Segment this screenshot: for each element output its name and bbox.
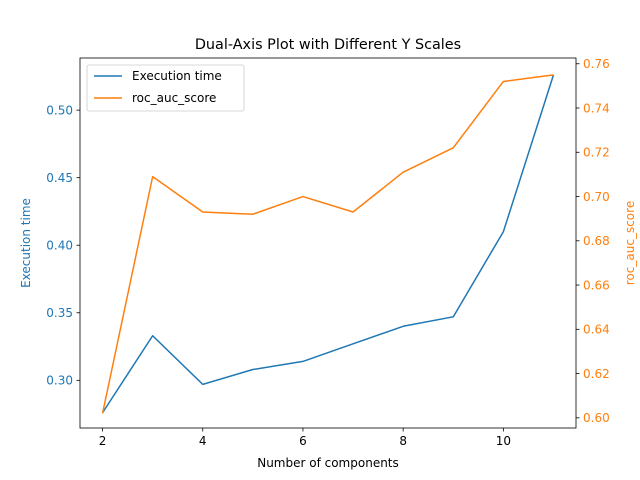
- series-line-roc-auc-score: [101, 74, 554, 414]
- x-tick-label-8: 8: [399, 434, 407, 448]
- legend-box: [86, 64, 245, 112]
- right-tick-label-0-62: 0.62: [583, 367, 610, 381]
- x-axis-label: Number of components: [257, 456, 399, 470]
- right-axis-label: roc_auc_score: [623, 201, 637, 285]
- plot-frame: [79, 57, 577, 429]
- right-tick-label-0-74: 0.74: [583, 101, 610, 115]
- right-tick-label-0-64: 0.64: [583, 323, 610, 337]
- left-tick-label-0-35: 0.35: [46, 306, 73, 320]
- chart-title: Dual-Axis Plot with Different Y Scales: [195, 37, 461, 53]
- legend-label-execution-time: Execution time: [132, 69, 222, 83]
- right-tick-label-0-60: 0.60: [583, 411, 610, 425]
- right-tick-label-0-72: 0.72: [583, 146, 610, 160]
- right-tick-label-0-66: 0.66: [583, 278, 610, 292]
- series-layer: [101, 74, 555, 414]
- right-tick-label-0-68: 0.68: [583, 234, 610, 248]
- left-tick-label-0-50: 0.50: [46, 103, 73, 117]
- legend-label-roc-auc-score: roc_auc_score: [132, 91, 216, 105]
- legend: Execution time roc_auc_score: [86, 64, 245, 112]
- left-tick-label-0-40: 0.40: [46, 239, 73, 253]
- left-axis-label: Execution time: [19, 198, 33, 288]
- left-axis-ticks: 0.30 0.35 0.40 0.45 0.50: [46, 103, 80, 388]
- left-tick-label-0-30: 0.30: [46, 374, 73, 388]
- right-tick-label-0-76: 0.76: [583, 57, 610, 71]
- x-axis-ticks: 2 4 6 8 10: [99, 428, 511, 448]
- right-tick-label-0-70: 0.70: [583, 190, 610, 204]
- x-tick-label-4: 4: [199, 434, 207, 448]
- left-tick-label-0-45: 0.45: [46, 171, 73, 185]
- series-line-execution-time: [101, 74, 555, 414]
- x-tick-label-6: 6: [299, 434, 307, 448]
- right-axis-ticks: 0.60 0.62 0.64 0.66 0.68 0.70 0.72 0.74 0.76: [576, 57, 610, 425]
- x-tick-label-10: 10: [496, 434, 511, 448]
- x-tick-label-2: 2: [99, 434, 107, 448]
